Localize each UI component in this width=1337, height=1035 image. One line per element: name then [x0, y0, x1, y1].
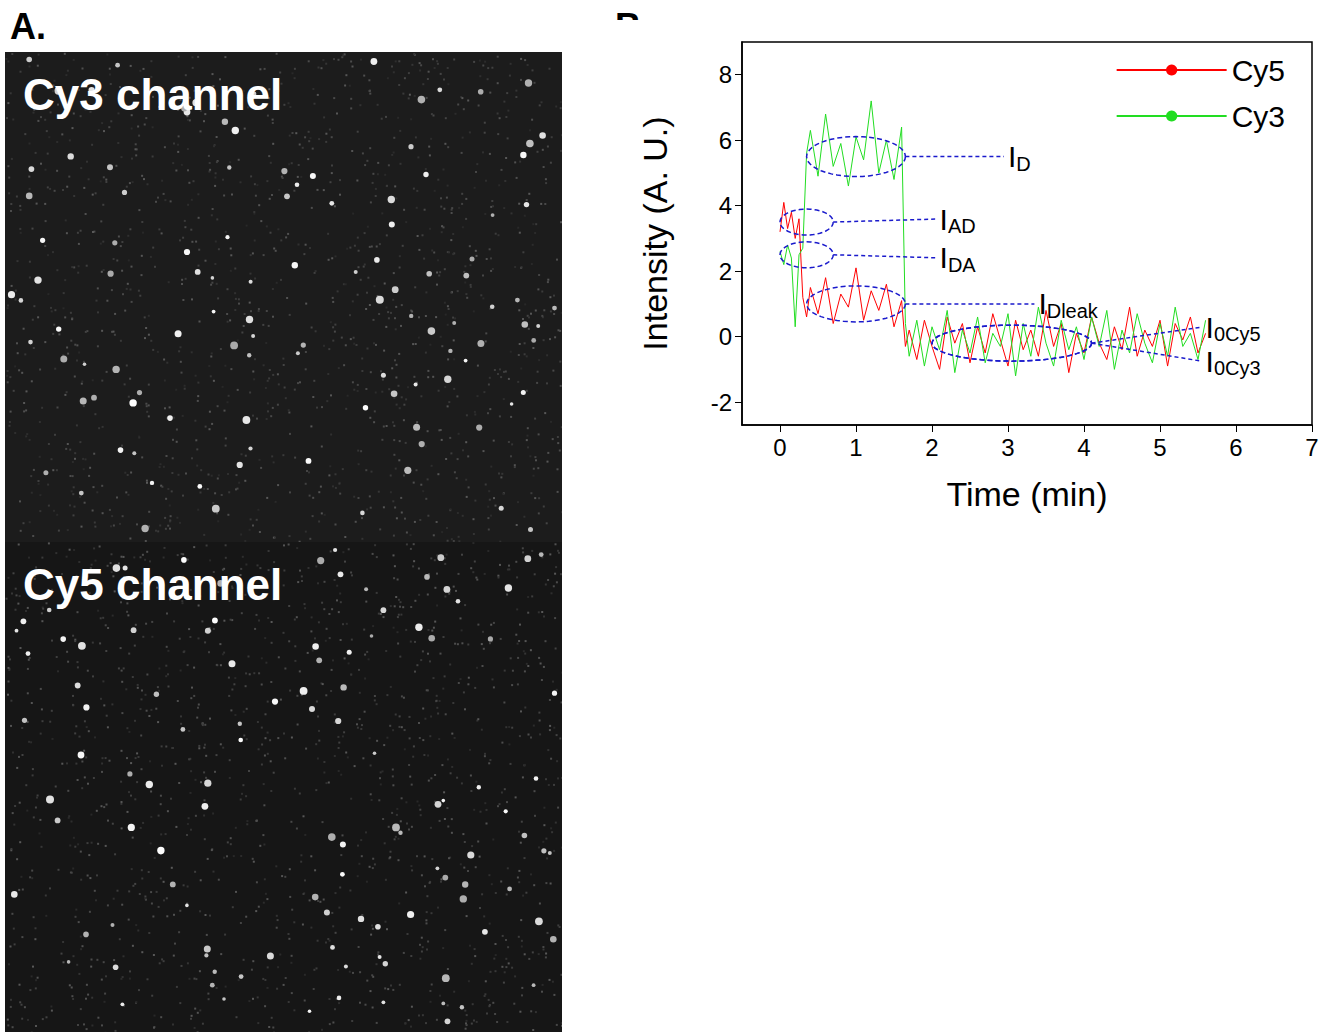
- svg-text:7: 7: [1305, 434, 1318, 461]
- svg-text:AD: AD: [948, 215, 976, 237]
- svg-text:0: 0: [719, 323, 732, 350]
- svg-text:DA: DA: [948, 254, 976, 276]
- svg-text:D: D: [1016, 153, 1030, 175]
- svg-text:3: 3: [1001, 434, 1014, 461]
- svg-text:Cy3 channel: Cy3 channel: [23, 70, 282, 119]
- svg-text:2: 2: [719, 258, 732, 285]
- svg-text:1: 1: [849, 434, 862, 461]
- svg-text:I: I: [940, 203, 948, 236]
- svg-text:I: I: [1206, 345, 1214, 378]
- svg-text:2: 2: [925, 434, 938, 461]
- svg-text:Cy5 channel: Cy5 channel: [23, 560, 282, 609]
- svg-text:I: I: [1038, 287, 1046, 320]
- svg-text:Cy5: Cy5: [1232, 54, 1285, 87]
- svg-text:I: I: [1008, 140, 1016, 173]
- svg-text:6: 6: [1229, 434, 1242, 461]
- svg-text:8: 8: [719, 61, 732, 88]
- svg-text:Intensity (A. U.): Intensity (A. U.): [636, 116, 674, 350]
- svg-text:6: 6: [719, 127, 732, 154]
- svg-text:4: 4: [719, 192, 732, 219]
- svg-text:Time (min): Time (min): [946, 475, 1107, 513]
- svg-text:I: I: [1206, 311, 1214, 344]
- svg-text:0Cy3: 0Cy3: [1214, 357, 1261, 379]
- html-text:A.: A.: [10, 6, 46, 47]
- svg-text:Dleak: Dleak: [1047, 300, 1099, 322]
- svg-text:Cy3: Cy3: [1232, 100, 1285, 133]
- svg-text:I: I: [940, 241, 948, 274]
- html-text:B.: B.: [615, 6, 651, 47]
- svg-text:5: 5: [1153, 434, 1166, 461]
- svg-text:-2: -2: [711, 389, 732, 416]
- svg-text:0: 0: [773, 434, 786, 461]
- svg-text:0Cy5: 0Cy5: [1214, 323, 1261, 345]
- svg-text:4: 4: [1077, 434, 1090, 461]
